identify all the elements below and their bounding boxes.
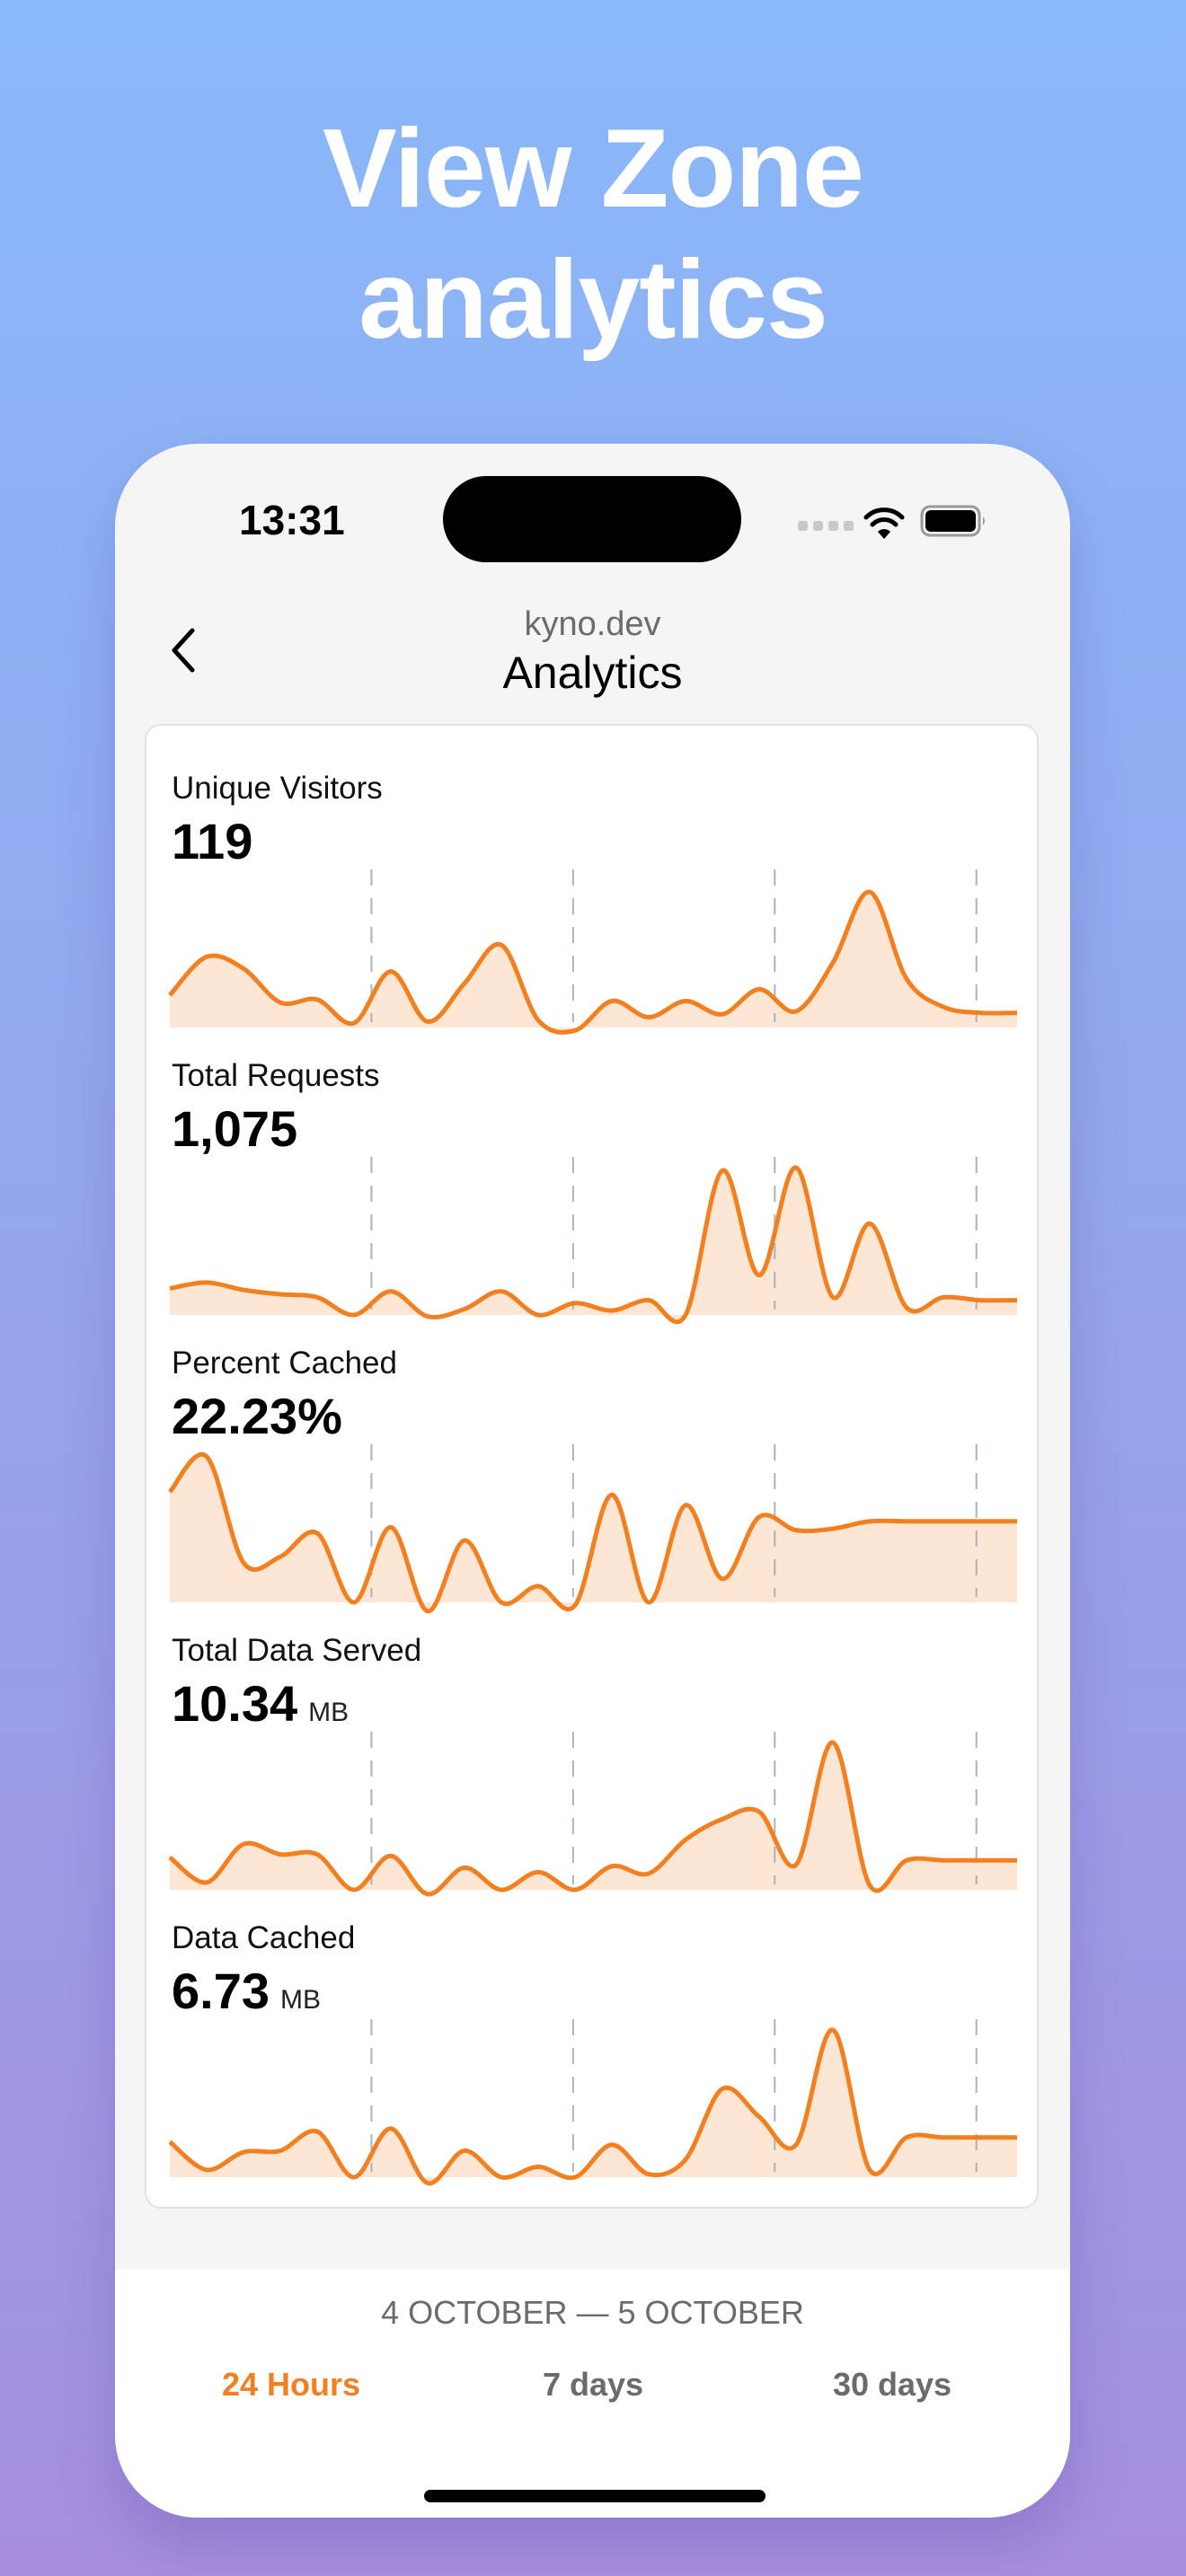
wifi-icon bbox=[863, 507, 905, 539]
page-title: Analytics bbox=[502, 648, 683, 698]
metric-label: Data Cached bbox=[172, 1920, 356, 1955]
chart-area bbox=[170, 1454, 1017, 1611]
metric-label: Total Requests bbox=[172, 1058, 380, 1093]
metric-label: Unique Visitors bbox=[172, 771, 383, 806]
hero-title: View Zone analytics bbox=[0, 103, 1186, 366]
chart-line bbox=[168, 1451, 1017, 1614]
chart-area bbox=[170, 1167, 1017, 1322]
chart-percent-cached bbox=[168, 1444, 1017, 1614]
metric-value: 119 bbox=[172, 813, 253, 869]
chart-area bbox=[170, 2029, 1017, 2183]
chart-line bbox=[169, 1165, 1018, 1325]
hero-title-line-1: View Zone bbox=[323, 107, 864, 231]
chart-total-data-served bbox=[168, 1732, 1017, 1897]
battery-icon bbox=[920, 505, 985, 537]
metric-total-data-served: Total Data Served 10.34 MB bbox=[146, 1633, 1037, 1920]
chart-line bbox=[168, 889, 1018, 1035]
chart-line bbox=[168, 2027, 1017, 2186]
metric-value: 6.73 MB bbox=[172, 1963, 321, 2019]
tab-30-days[interactable]: 30 days bbox=[832, 2366, 952, 2403]
home-indicator[interactable] bbox=[424, 2490, 766, 2502]
chart-line bbox=[168, 1740, 1017, 1897]
time-range-footer: 4 OCTOBER — 5 OCTOBER 24 Hours 7 days 30… bbox=[115, 2269, 1070, 2518]
metric-unit: MB bbox=[280, 1985, 321, 2015]
chart-data-cached bbox=[168, 2019, 1017, 2186]
back-chevron-icon[interactable] bbox=[167, 623, 203, 677]
hero-title-line-2: analytics bbox=[358, 238, 828, 362]
metric-value: 1,075 bbox=[172, 1100, 298, 1157]
time-range-tabs: 24 Hours 7 days 30 days bbox=[115, 2366, 1070, 2420]
chart-total-requests bbox=[169, 1157, 1018, 1325]
zone-name: kyno.dev bbox=[524, 605, 661, 643]
date-range-label: 4 OCTOBER — 5 OCTOBER bbox=[381, 2294, 804, 2331]
metric-label: Percent Cached bbox=[172, 1345, 397, 1381]
status-bar-time: 13:31 bbox=[239, 497, 345, 543]
chart-unique-visitors bbox=[168, 869, 1018, 1035]
metric-value: 22.23% bbox=[172, 1388, 342, 1444]
chart-area bbox=[170, 892, 1017, 1033]
metric-unique-visitors: Unique Visitors 119 bbox=[146, 771, 1037, 1058]
tab-7-days[interactable]: 7 days bbox=[542, 2366, 644, 2403]
analytics-card: Unique Visitors 119 Total Requests 1,075… bbox=[145, 724, 1039, 2209]
phone-screen: 13:31 kyno.dev Analytics Unique Visitors… bbox=[115, 444, 1070, 2518]
tab-24-hours[interactable]: 24 Hours bbox=[221, 2366, 361, 2403]
metric-data-cached: Data Cached 6.73 MB bbox=[146, 1920, 1037, 2208]
metric-label: Total Data Served bbox=[172, 1633, 422, 1668]
chart-area bbox=[170, 1742, 1017, 1895]
cellular-signal-icon bbox=[798, 521, 854, 531]
metric-value: 10.34 MB bbox=[172, 1675, 350, 1732]
dynamic-island bbox=[443, 476, 741, 562]
metric-total-requests: Total Requests 1,075 bbox=[146, 1058, 1037, 1345]
metric-unit: MB bbox=[308, 1698, 350, 1727]
metric-percent-cached: Percent Cached 22.23% bbox=[146, 1345, 1037, 1633]
